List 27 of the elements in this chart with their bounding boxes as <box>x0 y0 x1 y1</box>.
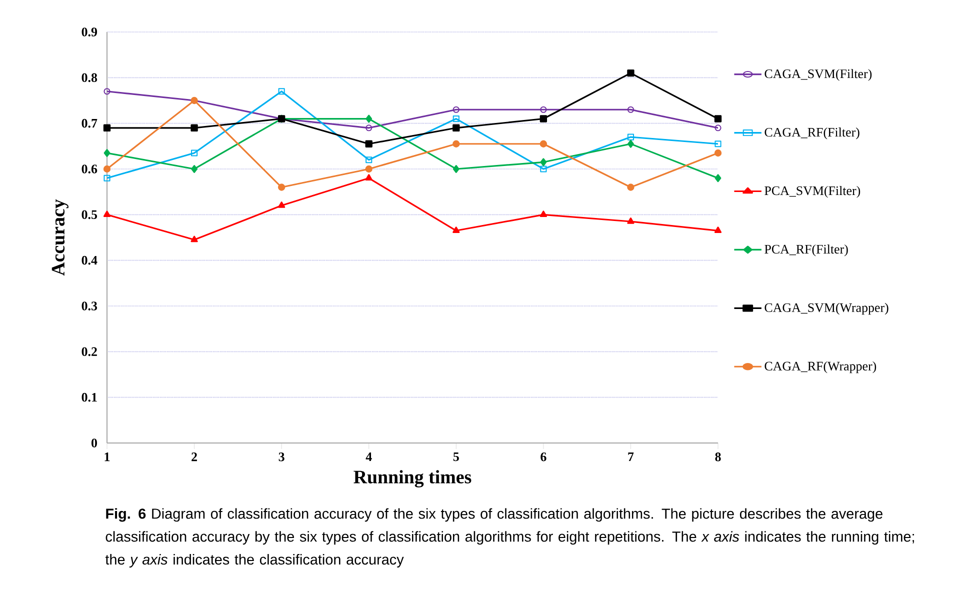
y-tick-label: 0.5 <box>82 210 98 220</box>
y-tick-label: 0 <box>92 438 97 448</box>
y-tick-label: 0.3 <box>82 302 98 310</box>
legend-label: CAGA_RF(Wrapper) <box>764 361 876 374</box>
x-tick-label: 8 <box>715 452 721 462</box>
y-tick-label: 0.2 <box>82 347 97 356</box>
legend-label: PCA_SVM(Filter) <box>764 186 860 198</box>
text: Fig. 6 Diagram of classification accuracy of the six types of classification algorithms. The picture describes the average classification accuracy by the six types of classification algorithms for eight repetitions. The x axis indicates the running time; the y axis indicates the classification accuracy <box>105 508 914 568</box>
legend-label: CAGA_SVM(Filter) <box>764 69 872 81</box>
x-tick-label: 1 <box>104 452 110 462</box>
x-tick-label: 5 <box>453 452 459 462</box>
y-tick-label: 0.6 <box>82 164 98 174</box>
x-tick-label: 6 <box>540 452 546 462</box>
legend-label: CAGA_SVM(Wrapper) <box>764 302 888 315</box>
x-tick-label: 3 <box>278 452 284 462</box>
x-tick-label: 2 <box>192 452 197 462</box>
y-tick-label: 0.9 <box>82 28 98 36</box>
legend-label: CAGA_RF(Filter) <box>764 128 860 140</box>
y-tick-label: 0.4 <box>82 256 98 265</box>
legend-label: PCA_RF(Filter) <box>764 244 848 256</box>
y-tick-label: 0.1 <box>82 392 97 402</box>
y-axis-title: Accuracy <box>52 199 68 276</box>
x-tick-label: 7 <box>628 452 634 461</box>
x-tick-label: 4 <box>366 452 372 462</box>
y-tick-label: 0.8 <box>82 73 98 82</box>
x-axis-title: Running times <box>354 470 472 488</box>
y-tick-label: 0.7 <box>82 118 98 128</box>
